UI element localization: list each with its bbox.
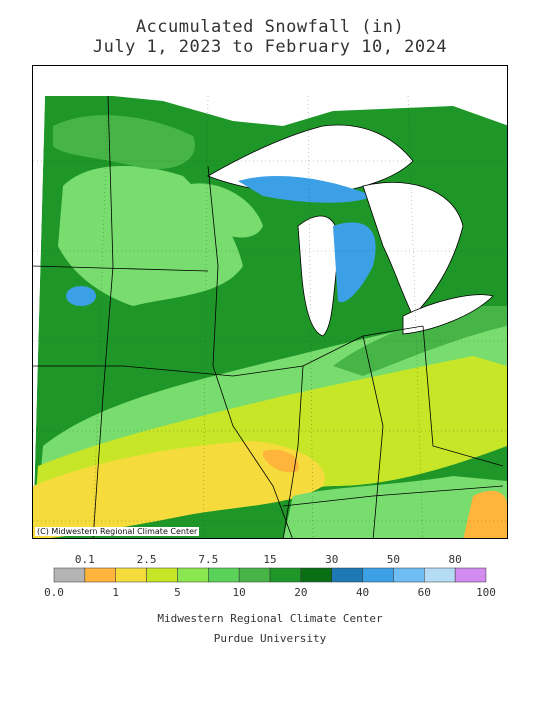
map-zone-green-south: [283, 476, 507, 538]
footer-university: Purdue University: [213, 632, 327, 645]
map-zone-yellow: [33, 441, 325, 538]
color-legend: 0.1 2.5 7.5 15 30 50 80 0.0 1 5 10 20 40 60 100: [0, 548, 540, 618]
legend-swatch: [331, 567, 363, 583]
state-boundaries: [33, 95, 504, 538]
snowfall-map: [32, 65, 508, 539]
legend-bottom-label: 100: [476, 586, 496, 599]
copyright-note: (C) Midwestern Regional Climate Center: [35, 527, 200, 536]
legend-top-label: 80: [449, 553, 462, 566]
legend-bottom-label: 0.0: [44, 586, 64, 599]
legend-top-label: 0.1: [75, 553, 95, 566]
legend-swatch: [208, 567, 240, 583]
legend-swatch: [53, 567, 86, 583]
legend-swatch: [269, 567, 302, 583]
lake-small-west: [66, 286, 96, 306]
legend-bottom-label: 20: [294, 586, 307, 599]
legend-bottom-label: 40: [356, 586, 369, 599]
map-grid: [33, 95, 507, 538]
lake-superior-snow: [238, 176, 373, 203]
lake-huron: [362, 182, 464, 317]
legend-top-label: 15: [263, 553, 276, 566]
map-canvas: [33, 66, 507, 538]
legend-top-label: 30: [325, 553, 338, 566]
legend-bottom-label: 60: [418, 586, 431, 599]
legend-swatch: [454, 567, 487, 583]
map-zone-orange: [263, 449, 299, 473]
footer-org: Midwestern Regional Climate Center: [157, 612, 383, 625]
legend-swatch: [146, 567, 178, 583]
lake-michigan-snow: [333, 222, 376, 303]
legend-top-label: 7.5: [198, 553, 218, 566]
map-zone-mid-green-east: [333, 306, 507, 376]
legend-bar: 0.1 2.5 7.5 15 30 50 800.0 1 5 10 20 40 60 100: [44, 553, 496, 599]
legend-swatch: [115, 567, 147, 583]
legend-swatch: [177, 567, 209, 583]
map-outside-north: [33, 66, 507, 126]
legend-bottom-label: 5: [174, 586, 181, 599]
lake-michigan: [297, 215, 340, 337]
legend-swatch: [238, 567, 271, 583]
legend-top-label: 50: [387, 553, 400, 566]
legend-swatch: [84, 567, 116, 583]
legend-swatch: [393, 567, 425, 583]
map-zone-orange-se: [463, 490, 507, 538]
map-outside-west: [33, 96, 45, 538]
legend-bottom-label: 1: [112, 586, 119, 599]
map-zone-mid-green-nw: [53, 115, 195, 170]
legend-swatch: [424, 567, 456, 583]
legend-swatch: [362, 567, 394, 583]
legend-top-label: 2.5: [137, 553, 157, 566]
legend-bottom-label: 10: [233, 586, 246, 599]
map-title: Accumulated Snowfall (in): [135, 17, 405, 37]
map-date-range: July 1, 2023 to February 10, 2024: [92, 37, 448, 57]
legend-swatch: [300, 567, 332, 583]
map-zone-light-green-north: [183, 183, 263, 238]
